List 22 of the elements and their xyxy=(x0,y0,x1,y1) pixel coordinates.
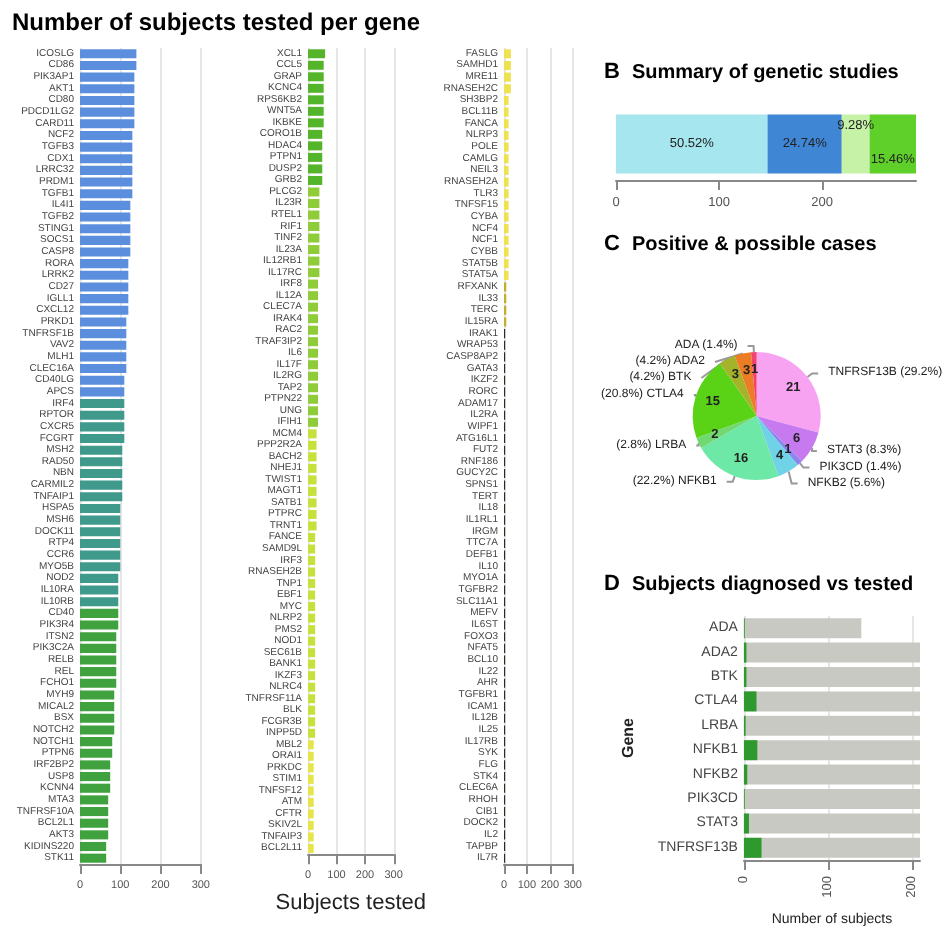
bar xyxy=(743,837,762,858)
text: B xyxy=(604,60,620,84)
chart-title: Summary of genetic studies xyxy=(632,62,899,84)
bar xyxy=(743,618,862,639)
bar xyxy=(743,642,920,663)
text: C xyxy=(604,232,620,256)
chart-title: Positive & possible cases xyxy=(632,234,877,256)
x-axis-title: Subjects tested xyxy=(275,891,427,915)
bar xyxy=(743,764,920,785)
bar xyxy=(743,789,920,809)
bar xyxy=(616,114,768,174)
bar xyxy=(743,740,758,761)
bar xyxy=(743,715,920,736)
bar xyxy=(743,667,920,687)
y-axis-title: Gene xyxy=(619,716,637,759)
bar xyxy=(743,691,757,712)
bar xyxy=(743,813,749,834)
bar xyxy=(767,114,842,174)
chart-title: Subjects diagnosed vs tested xyxy=(632,574,914,596)
bar xyxy=(743,813,920,834)
text: D xyxy=(604,572,620,596)
chart-title: Number of subjects tested per gene xyxy=(12,8,421,36)
